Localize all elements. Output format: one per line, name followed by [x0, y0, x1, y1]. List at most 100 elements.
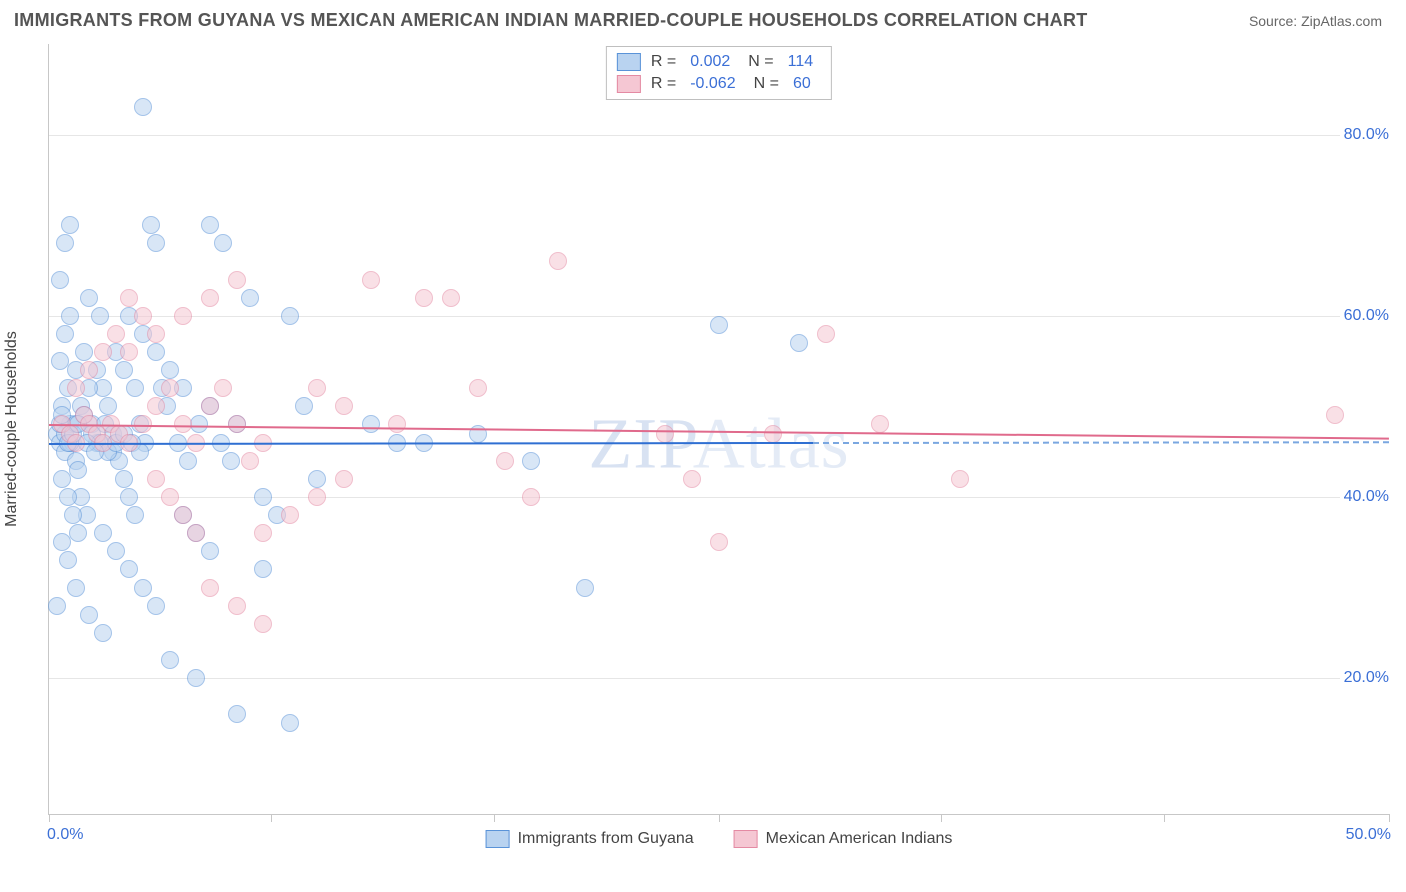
- scatter-point: [120, 560, 138, 578]
- scatter-point: [91, 307, 109, 325]
- y-tick-label: 20.0%: [1340, 669, 1393, 687]
- scatter-point: [241, 289, 259, 307]
- scatter-point: [61, 216, 79, 234]
- x-tick: [494, 814, 495, 822]
- legend-swatch-series2: [617, 75, 641, 93]
- scatter-point: [161, 361, 179, 379]
- scatter-point: [56, 325, 74, 343]
- scatter-point: [710, 316, 728, 334]
- scatter-point: [174, 506, 192, 524]
- scatter-point: [187, 524, 205, 542]
- x-axis-min-label: 0.0%: [47, 826, 83, 844]
- scatter-point: [94, 524, 112, 542]
- scatter-point: [201, 289, 219, 307]
- scatter-point: [99, 397, 117, 415]
- scatter-point: [67, 579, 85, 597]
- legend-item-series1: Immigrants from Guyana: [486, 830, 694, 848]
- scatter-point: [388, 415, 406, 433]
- y-tick-label: 80.0%: [1340, 126, 1393, 144]
- scatter-point: [120, 343, 138, 361]
- n-value-series2: 60: [793, 73, 811, 95]
- scatter-point: [254, 488, 272, 506]
- scatter-point: [228, 705, 246, 723]
- scatter-point: [126, 379, 144, 397]
- n-label: N =: [754, 73, 779, 95]
- scatter-point: [790, 334, 808, 352]
- legend-label-series2: Mexican American Indians: [766, 830, 953, 848]
- scatter-point: [228, 271, 246, 289]
- correlation-legend: R = 0.002 N = 114 R = -0.062 N = 60: [606, 46, 832, 100]
- scatter-point: [201, 397, 219, 415]
- scatter-point: [53, 470, 71, 488]
- scatter-point: [308, 379, 326, 397]
- scatter-point: [134, 307, 152, 325]
- scatter-point: [115, 470, 133, 488]
- y-tick-label: 40.0%: [1340, 488, 1393, 506]
- scatter-point: [241, 452, 259, 470]
- scatter-point: [80, 606, 98, 624]
- scatter-point: [764, 425, 782, 443]
- scatter-point: [469, 379, 487, 397]
- x-tick: [1164, 814, 1165, 822]
- scatter-point: [442, 289, 460, 307]
- scatter-point: [187, 669, 205, 687]
- scatter-point: [107, 542, 125, 560]
- scatter-point: [80, 361, 98, 379]
- scatter-point: [576, 579, 594, 597]
- y-tick-label: 60.0%: [1340, 307, 1393, 325]
- scatter-point: [147, 470, 165, 488]
- scatter-point: [201, 216, 219, 234]
- x-tick: [719, 814, 720, 822]
- scatter-point: [69, 524, 87, 542]
- bottom-legend: Immigrants from Guyana Mexican American …: [486, 830, 953, 848]
- gridline: [49, 678, 1389, 679]
- scatter-point: [254, 560, 272, 578]
- scatter-point: [161, 379, 179, 397]
- scatter-point: [142, 216, 160, 234]
- scatter-point: [94, 624, 112, 642]
- scatter-point: [522, 488, 540, 506]
- x-tick: [941, 814, 942, 822]
- scatter-point: [549, 252, 567, 270]
- scatter-point: [295, 397, 313, 415]
- scatter-point: [656, 425, 674, 443]
- scatter-point: [64, 506, 82, 524]
- legend-swatch-series2-icon: [734, 830, 758, 848]
- gridline: [49, 135, 1389, 136]
- scatter-point: [222, 452, 240, 470]
- scatter-point: [228, 597, 246, 615]
- scatter-point: [147, 343, 165, 361]
- trend-line: [49, 424, 1389, 440]
- scatter-point: [1326, 406, 1344, 424]
- scatter-point: [48, 597, 66, 615]
- y-axis-title: Married-couple Households: [3, 331, 21, 527]
- scatter-point: [56, 234, 74, 252]
- scatter-point: [214, 234, 232, 252]
- trend-line: [813, 441, 1389, 444]
- scatter-point: [228, 415, 246, 433]
- source-label: Source: ZipAtlas.com: [1249, 13, 1382, 29]
- corr-row-series2: R = -0.062 N = 60: [617, 73, 821, 95]
- scatter-point: [147, 397, 165, 415]
- scatter-point: [107, 325, 125, 343]
- scatter-point: [951, 470, 969, 488]
- scatter-point: [308, 470, 326, 488]
- scatter-point: [161, 488, 179, 506]
- scatter-point: [817, 325, 835, 343]
- chart-title: IMMIGRANTS FROM GUYANA VS MEXICAN AMERIC…: [14, 10, 1088, 31]
- scatter-point: [362, 415, 380, 433]
- scatter-point: [147, 234, 165, 252]
- n-label: N =: [748, 51, 773, 73]
- legend-swatch-series1-icon: [486, 830, 510, 848]
- scatter-point: [254, 524, 272, 542]
- scatter-point: [115, 361, 133, 379]
- scatter-point: [254, 615, 272, 633]
- scatter-point: [161, 651, 179, 669]
- scatter-point: [201, 542, 219, 560]
- n-value-series1: 114: [788, 51, 814, 73]
- scatter-point: [415, 289, 433, 307]
- scatter-point: [147, 325, 165, 343]
- scatter-point: [69, 461, 87, 479]
- scatter-point: [496, 452, 514, 470]
- scatter-point: [67, 379, 85, 397]
